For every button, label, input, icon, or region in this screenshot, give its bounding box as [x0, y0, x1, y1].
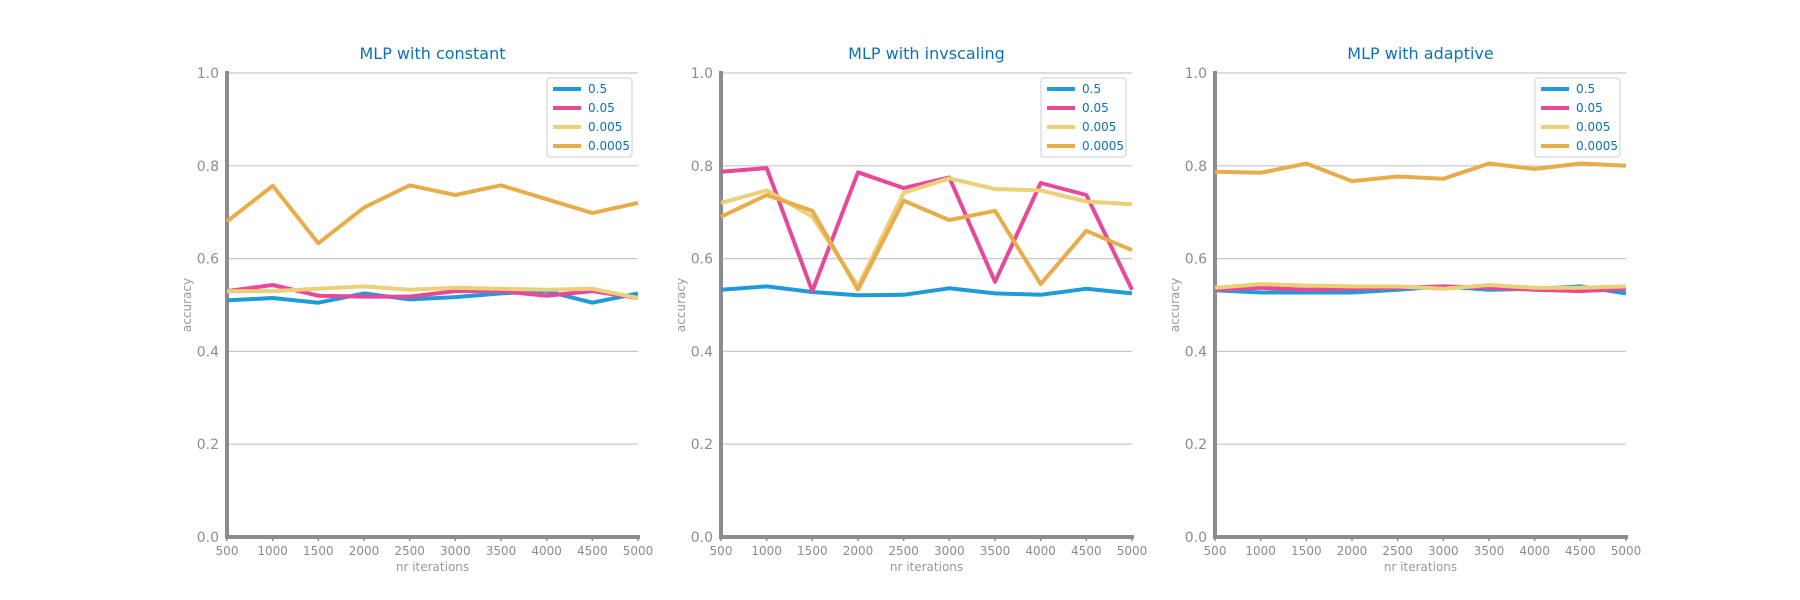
x-tick-label: 1500	[1291, 544, 1322, 558]
y-tick-label: 0.0	[1185, 530, 1207, 546]
y-tick-label: 0.8	[197, 159, 219, 175]
x-tick-label: 5000	[623, 544, 654, 558]
x-tick-label: 4000	[531, 544, 562, 558]
legend: 0.5 0.05 0.005 0.0005	[1534, 77, 1621, 158]
series-line-0_005	[720, 176, 1133, 289]
chart-panel-invscaling: 0.0 0.2 0.4 0.6 0.8 1.0 500 1000 1500 2000 2500 300…	[674, 44, 1147, 574]
series-line-0_005	[1214, 282, 1627, 291]
x-tick-label: 4000	[1519, 544, 1550, 558]
y-tick-label: 0.0	[197, 530, 219, 546]
y-tick-label: 0.6	[691, 252, 713, 268]
x-tick-label: 2000	[843, 544, 874, 558]
x-tick-label: 1000	[751, 544, 782, 558]
y-tick-label: 1.0	[197, 66, 219, 82]
series-line-0_0005	[225, 183, 639, 246]
legend-box	[1534, 77, 1621, 158]
chart-title: MLP with invscaling	[848, 44, 1005, 63]
x-axis-label: nr iterations	[890, 560, 963, 574]
x-tick-label: 3500	[1474, 544, 1505, 558]
chart-title: MLP with adaptive	[1347, 44, 1493, 63]
y-tick-label: 0.2	[1185, 437, 1207, 453]
y-tick-label: 0.2	[691, 437, 713, 453]
x-tick-label: 500	[216, 544, 239, 558]
series-line-0_0005	[1214, 161, 1627, 184]
x-tick-label: 3000	[1428, 544, 1459, 558]
y-axis-label: accuracy	[180, 278, 194, 332]
series-line-0_005	[227, 284, 639, 300]
chart-panel-adaptive: 0.0 0.2 0.4 0.6 0.8 1.0 500 1000 1500 2000 2500 300…	[1168, 44, 1641, 574]
x-tick-label: 500	[710, 544, 733, 558]
x-tick-label: 1000	[257, 544, 288, 558]
legend-box	[1040, 77, 1127, 158]
y-tick-label: 0.8	[691, 159, 713, 175]
legend-label: 0.005	[1082, 120, 1116, 134]
y-tick-label: 0.6	[1185, 252, 1207, 268]
legend-label: 0.0005	[588, 139, 630, 153]
x-tick-label: 500	[1204, 544, 1227, 558]
x-tick-label: 4500	[1071, 544, 1102, 558]
y-axis-label: accuracy	[674, 278, 688, 332]
x-tick-label: 4000	[1025, 544, 1056, 558]
legend-label: 0.05	[1576, 101, 1603, 115]
legend-label: 0.5	[1576, 82, 1595, 96]
x-tick-label: 1500	[797, 544, 828, 558]
legend-label: 0.05	[1082, 101, 1109, 115]
x-tick-label: 2500	[1382, 544, 1413, 558]
x-tick-label: 3500	[486, 544, 517, 558]
x-tick-label: 4500	[577, 544, 608, 558]
legend-label: 0.0005	[1576, 139, 1618, 153]
legend-label: 0.5	[588, 82, 607, 96]
legend: 0.5 0.05 0.005 0.0005	[1040, 77, 1127, 158]
y-tick-label: 0.6	[197, 252, 219, 268]
x-axis-label: nr iterations	[1384, 560, 1457, 574]
x-tick-label: 3000	[440, 544, 471, 558]
series-line-0_5	[720, 284, 1133, 298]
series-line-0_5	[226, 289, 639, 305]
x-tick-label: 3000	[934, 544, 965, 558]
x-tick-label: 5000	[1117, 544, 1148, 558]
legend-label: 0.5	[1082, 82, 1101, 96]
y-tick-label: 0.8	[1185, 159, 1207, 175]
x-tick-label: 3500	[980, 544, 1011, 558]
y-tick-label: 0.4	[1185, 344, 1207, 360]
y-tick-label: 0.4	[197, 344, 219, 360]
series-line-0_0005	[720, 193, 1133, 292]
x-axis-label: nr iterations	[396, 560, 469, 574]
y-tick-label: 0.2	[197, 437, 219, 453]
x-tick-label: 1000	[1245, 544, 1276, 558]
x-tick-label: 2000	[349, 544, 380, 558]
legend-box	[546, 77, 633, 158]
legend-label: 0.0005	[1082, 139, 1124, 153]
y-axis-label: accuracy	[1168, 278, 1182, 332]
x-tick-label: 2500	[888, 544, 919, 558]
chart-title: MLP with constant	[359, 44, 505, 63]
legend-label: 0.05	[588, 101, 615, 115]
legend-label: 0.005	[588, 120, 622, 134]
chart-panel-constant: 0.0 0.2 0.4 0.6 0.8 1.0 500 1000 1500 2000 2500 300…	[180, 44, 653, 574]
x-tick-label: 2500	[394, 544, 425, 558]
y-tick-label: 0.4	[691, 344, 713, 360]
y-tick-label: 1.0	[1185, 66, 1207, 82]
x-tick-label: 1500	[303, 544, 334, 558]
x-tick-label: 5000	[1611, 544, 1642, 558]
y-tick-label: 1.0	[691, 66, 713, 82]
x-tick-label: 2000	[1337, 544, 1368, 558]
legend-label: 0.005	[1576, 120, 1610, 134]
y-tick-label: 0.0	[691, 530, 713, 546]
x-tick-label: 4500	[1565, 544, 1596, 558]
series-line-0_05	[720, 166, 1134, 294]
legend: 0.5 0.05 0.005 0.0005	[546, 77, 633, 158]
